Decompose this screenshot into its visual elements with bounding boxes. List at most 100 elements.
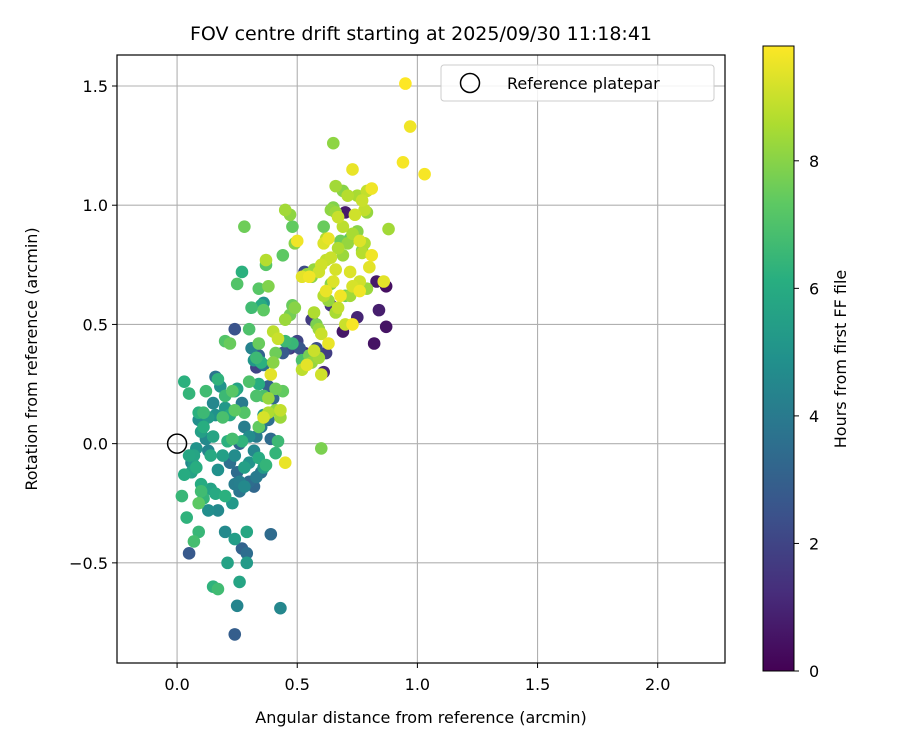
data-point bbox=[365, 182, 379, 195]
data-point bbox=[218, 489, 232, 503]
data-point bbox=[324, 251, 338, 264]
data-point bbox=[377, 275, 391, 288]
data-point bbox=[262, 279, 275, 293]
colorbar: 0 2 4 6 8 Hours from first FF file bbox=[762, 45, 850, 681]
data-point bbox=[240, 525, 254, 539]
x-axis-label: Angular distance from reference (arcmin) bbox=[255, 708, 586, 727]
data-point bbox=[197, 420, 210, 434]
data-point bbox=[235, 434, 249, 448]
y-tick-label: −0.5 bbox=[69, 554, 108, 573]
data-point bbox=[228, 532, 242, 546]
data-point bbox=[341, 189, 355, 202]
data-point bbox=[177, 375, 191, 388]
data-point bbox=[240, 556, 254, 570]
data-point bbox=[238, 480, 251, 493]
data-point bbox=[353, 234, 367, 248]
data-point bbox=[226, 384, 239, 398]
data-point bbox=[199, 384, 213, 398]
data-point bbox=[355, 246, 369, 260]
data-point bbox=[307, 306, 321, 319]
x-axis-ticks: 0.0 0.5 1.0 1.5 2.0 bbox=[164, 663, 670, 694]
data-point bbox=[216, 449, 230, 462]
data-point bbox=[259, 458, 273, 472]
data-point bbox=[276, 248, 290, 262]
x-tick-label: 1.5 bbox=[525, 675, 550, 694]
data-point bbox=[346, 163, 359, 176]
data-point bbox=[271, 332, 285, 346]
data-point bbox=[399, 77, 412, 90]
data-point bbox=[382, 222, 395, 236]
data-point bbox=[223, 337, 237, 350]
y-tick-label: 0.0 bbox=[83, 435, 108, 454]
data-point bbox=[363, 260, 376, 274]
data-point bbox=[192, 525, 206, 539]
y-tick-label: 0.5 bbox=[83, 315, 108, 334]
x-tick-label: 0.5 bbox=[285, 675, 310, 694]
data-point bbox=[177, 468, 191, 481]
data-point bbox=[264, 368, 278, 381]
y-tick-label: 1.5 bbox=[83, 77, 108, 96]
data-point bbox=[269, 346, 282, 360]
data-point bbox=[238, 461, 251, 474]
reference-platepar-marker bbox=[166, 433, 188, 454]
x-tick-label: 0.0 bbox=[164, 675, 189, 694]
data-point bbox=[312, 265, 326, 279]
colorbar-tick-label: 2 bbox=[809, 534, 819, 553]
data-point bbox=[211, 463, 225, 477]
data-point bbox=[182, 547, 196, 560]
data-points bbox=[166, 77, 431, 641]
data-point bbox=[343, 265, 357, 279]
x-tick-label: 2.0 bbox=[645, 675, 670, 694]
data-point bbox=[372, 303, 386, 317]
data-point bbox=[286, 220, 299, 233]
data-point bbox=[250, 351, 263, 365]
data-point bbox=[252, 337, 266, 350]
data-point bbox=[204, 449, 218, 462]
data-point bbox=[314, 442, 328, 455]
data-point bbox=[418, 167, 431, 181]
data-point bbox=[326, 136, 340, 150]
data-point bbox=[353, 284, 367, 298]
data-point bbox=[290, 234, 304, 248]
data-point bbox=[259, 253, 273, 267]
data-point bbox=[322, 232, 335, 245]
data-point bbox=[317, 220, 330, 233]
data-point bbox=[228, 403, 242, 417]
data-point bbox=[331, 241, 345, 255]
legend-label: Reference platepar bbox=[507, 74, 660, 93]
data-point bbox=[187, 535, 201, 548]
data-point bbox=[182, 449, 196, 462]
data-point bbox=[242, 322, 256, 336]
data-point bbox=[278, 456, 292, 470]
y-tick-label: 1.0 bbox=[83, 196, 108, 215]
data-point bbox=[240, 547, 254, 560]
data-point bbox=[252, 420, 266, 434]
data-point bbox=[218, 525, 232, 539]
data-point bbox=[326, 275, 340, 288]
data-point bbox=[228, 322, 242, 336]
data-point bbox=[288, 301, 302, 315]
data-point bbox=[252, 377, 266, 391]
data-point bbox=[278, 203, 292, 217]
data-point bbox=[269, 382, 282, 396]
legend-box bbox=[440, 64, 715, 102]
data-point bbox=[355, 194, 369, 207]
data-point bbox=[252, 282, 266, 295]
data-point bbox=[274, 403, 287, 417]
x-tick-label: 1.0 bbox=[405, 675, 430, 694]
data-point bbox=[300, 358, 314, 372]
data-point bbox=[365, 248, 379, 262]
data-point bbox=[331, 210, 345, 224]
colorbar-tick-label: 6 bbox=[809, 279, 819, 298]
data-point bbox=[238, 420, 251, 434]
data-point bbox=[233, 575, 246, 589]
data-point bbox=[348, 208, 362, 222]
data-point bbox=[329, 263, 342, 276]
data-point bbox=[182, 387, 196, 400]
data-point bbox=[266, 356, 280, 369]
data-point bbox=[302, 270, 316, 284]
data-point bbox=[221, 556, 234, 570]
data-point bbox=[190, 461, 203, 474]
data-point bbox=[341, 237, 355, 250]
